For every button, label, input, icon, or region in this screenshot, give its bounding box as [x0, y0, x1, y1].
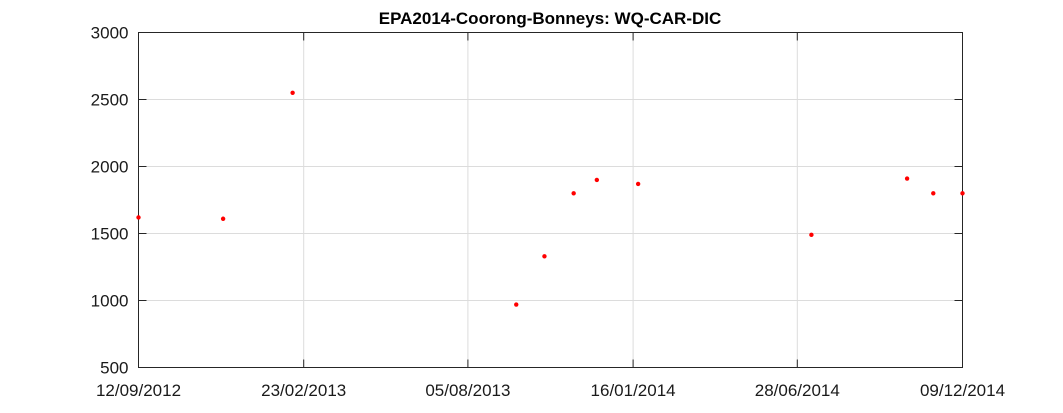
data-point [136, 215, 141, 220]
data-points [136, 90, 965, 307]
data-point [594, 177, 600, 183]
x-tick-label: 28/06/2014 [755, 381, 840, 400]
y-tick-label: 1000 [91, 292, 129, 311]
x-tick-label: 12/09/2012 [96, 381, 181, 400]
y-tick-label: 500 [100, 359, 128, 378]
y-tick-label: 1500 [91, 225, 129, 244]
x-tick-label: 09/12/2014 [920, 381, 1005, 400]
x-tick-label: 05/08/2013 [425, 381, 510, 400]
data-point [290, 90, 295, 96]
plot-area [138, 32, 963, 368]
data-point [635, 181, 641, 187]
data-point [542, 254, 547, 259]
axis-ticks: 12/09/2012 23/02/2013 05/08/2013 16/01/2014… [91, 24, 1005, 401]
data-point [809, 232, 814, 238]
y-tick-label: 2000 [91, 158, 129, 177]
x-tick-label: 16/01/2014 [591, 381, 676, 400]
data-point [904, 176, 910, 181]
grid-lines [138, 32, 963, 368]
y-tick-label: 3000 [91, 24, 129, 43]
data-point [931, 191, 936, 196]
data-point [514, 302, 519, 307]
data-point [571, 191, 576, 196]
chart-title: EPA2014-Coorong-Bonneys: WQ-CAR-DIC [379, 9, 722, 28]
y-tick-label: 2500 [91, 91, 129, 110]
data-point [220, 216, 226, 221]
data-point [960, 191, 965, 196]
x-tick-label: 23/02/2013 [261, 381, 346, 400]
